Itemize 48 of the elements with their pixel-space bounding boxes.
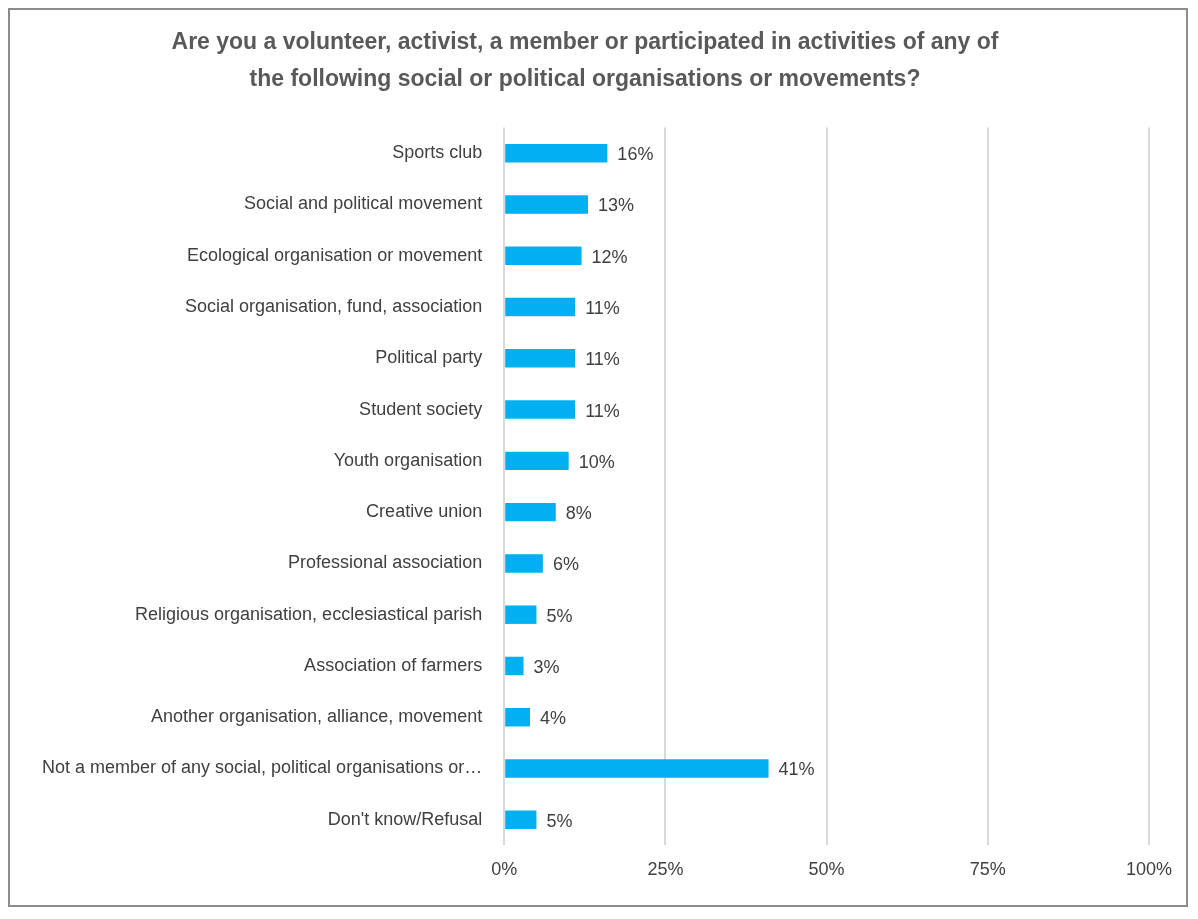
data-label: 11% [585, 349, 620, 370]
bar [505, 400, 576, 419]
data-label: 16% [617, 144, 654, 165]
data-label: 13% [598, 195, 635, 216]
y-tick-label: Association of farmers [304, 654, 483, 675]
bar [505, 297, 576, 317]
data-label: 4% [539, 708, 567, 729]
bar [505, 451, 569, 471]
y-tick-label: Religious organisation, ecclesiastical parish [135, 603, 483, 624]
bar [505, 759, 769, 778]
data-label: 3% [533, 656, 560, 677]
bar [505, 349, 576, 368]
bar [505, 246, 582, 266]
data-label: 6% [552, 554, 579, 575]
bar [505, 195, 589, 214]
data-label: 5% [546, 605, 573, 626]
bar [505, 144, 608, 163]
data-label: 12% [591, 246, 628, 267]
x-tick-label: 25% [647, 859, 684, 880]
data-label: 10% [578, 451, 615, 472]
data-label: 5% [546, 810, 573, 831]
y-tick-label: Not a member of any social, political organisations or… [42, 757, 483, 778]
y-tick-label: Political party [375, 347, 483, 368]
y-tick-label: Don't know/Refusal [327, 808, 483, 829]
x-tick-label: 75% [969, 859, 1006, 880]
x-tick-label: 100% [1125, 859, 1172, 880]
y-tick-label: Youth organisation [333, 449, 483, 470]
x-tick-label: 50% [808, 859, 845, 880]
data-label: 41% [778, 759, 815, 780]
data-label: 8% [565, 503, 592, 524]
y-tick-label: Student society [359, 398, 483, 419]
x-tick-label: 0% [491, 859, 518, 880]
bar [505, 502, 556, 522]
y-tick-label: Ecological organisation or movement [187, 244, 483, 265]
data-label: 11% [585, 400, 620, 421]
chart-title: Are you a volunteer, activist, a member or participated in activities of any of the following social or political organisations or movements? [171, 27, 999, 91]
bar [505, 605, 537, 624]
y-tick-label: Social organisation, fund, association [185, 296, 483, 317]
y-tick-label: Creative union [366, 501, 483, 522]
y-tick-label: Social and political movement [244, 193, 483, 214]
bar [505, 810, 537, 829]
bar [505, 554, 543, 573]
y-tick-label: Professional association [288, 552, 483, 573]
bar [505, 656, 524, 676]
data-label: 11% [585, 298, 620, 319]
y-tick-label: Sports club [392, 142, 483, 163]
bar [505, 707, 530, 727]
y-tick-label: Another organisation, alliance, movement [151, 706, 483, 727]
